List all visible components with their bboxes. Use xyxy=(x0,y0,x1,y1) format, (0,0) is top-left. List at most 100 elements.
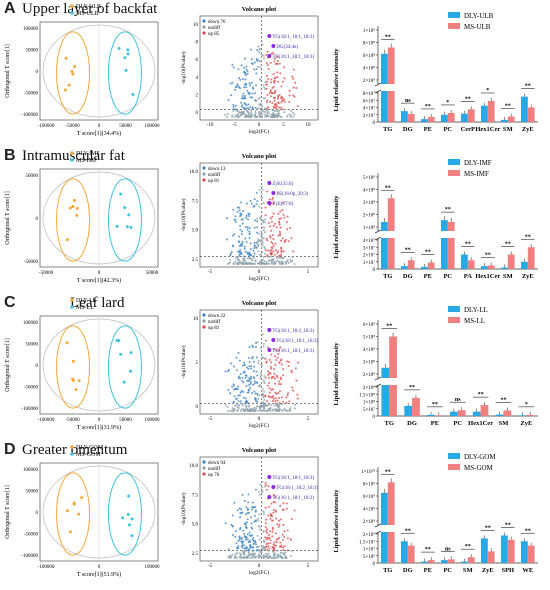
pca-point xyxy=(77,379,81,383)
volcano-point xyxy=(239,400,242,403)
volcano-point xyxy=(263,252,266,255)
bar-dly-ll xyxy=(495,414,504,416)
volcano-point xyxy=(260,501,263,504)
y-tick-label: 5×10⁸ xyxy=(363,175,375,181)
legend-label: DLY-GOM xyxy=(464,453,496,461)
volcano-point xyxy=(233,408,236,411)
volcano-point xyxy=(260,195,263,198)
volcano-point xyxy=(264,110,267,113)
volcano-point xyxy=(289,226,292,229)
highlight-point xyxy=(267,475,272,479)
volcano-point xyxy=(259,363,262,366)
volcano-point xyxy=(268,391,271,394)
volcano-point xyxy=(252,249,255,252)
y-tick-label: 2 xyxy=(196,93,199,98)
volcano-point xyxy=(286,228,289,231)
volcano-point xyxy=(254,541,257,544)
highlight-point xyxy=(267,34,272,38)
volcano-point xyxy=(278,380,281,383)
volcano-point xyxy=(250,111,253,114)
volcano-point xyxy=(243,556,246,559)
bar-ms-ulb xyxy=(527,107,535,122)
volcano-point xyxy=(265,53,268,56)
category-label: ZyE xyxy=(482,567,494,574)
y-tick-label: 0 xyxy=(36,70,39,75)
significance-label: ** xyxy=(405,528,411,534)
volcano-point xyxy=(252,255,255,258)
volcano-point xyxy=(247,548,250,551)
volcano-point xyxy=(234,535,237,538)
volcano-point xyxy=(248,251,251,254)
volcano-point xyxy=(265,101,268,104)
y-tick-label: -50000 xyxy=(24,386,39,391)
bar-dly-gom xyxy=(481,538,488,563)
volcano-point xyxy=(279,226,282,229)
volcano-point xyxy=(281,552,284,555)
highlight-label: TG(16:1_18:1_18:3) xyxy=(272,349,314,354)
pca-point xyxy=(65,341,69,345)
volcano-point xyxy=(270,241,273,244)
y-axis-label: Lipid relative intensity xyxy=(333,489,340,553)
volcano-point xyxy=(246,72,249,75)
volcano-point xyxy=(266,50,269,53)
volcano-point xyxy=(245,261,248,264)
volcano-point xyxy=(292,389,295,392)
volcano-point xyxy=(267,222,270,225)
volcano-point xyxy=(229,392,232,395)
volcano-point xyxy=(240,537,243,540)
volcano-point xyxy=(234,387,237,390)
volcano-point xyxy=(296,397,299,400)
volcano-point xyxy=(237,540,240,543)
volcano-point xyxy=(256,217,259,220)
volcano-point xyxy=(256,244,259,247)
volcano-point xyxy=(250,112,253,115)
panel-letter: A xyxy=(4,0,16,17)
y-tick-label: 8×10⁸ xyxy=(363,41,375,47)
bar-dly-imf xyxy=(521,261,528,269)
volcano-point xyxy=(258,60,261,63)
volcano-point xyxy=(265,529,268,532)
volcano-point xyxy=(243,551,246,554)
volcano-point xyxy=(248,232,251,235)
volcano-point xyxy=(241,222,244,225)
bar-ms-gom xyxy=(467,557,475,563)
volcano-point xyxy=(265,400,268,403)
axis-break xyxy=(374,89,382,94)
volcano-point xyxy=(268,255,271,258)
volcano-point xyxy=(250,367,253,370)
bar-dly-gom xyxy=(521,541,528,563)
volcano-point xyxy=(239,248,242,251)
volcano-point xyxy=(246,538,249,541)
volcano-point xyxy=(294,403,297,406)
volcano-point xyxy=(247,218,250,221)
volcano-point xyxy=(262,540,265,543)
bar-dly-gom xyxy=(461,561,468,563)
volcano-point xyxy=(267,106,270,109)
pca-point xyxy=(123,56,127,60)
volcano-point xyxy=(253,68,256,71)
volcano-point xyxy=(281,99,284,102)
volcano-point xyxy=(280,363,283,366)
volcano-point xyxy=(283,100,286,103)
panel-letter: B xyxy=(4,147,16,164)
pca-point xyxy=(125,225,129,229)
volcano-point xyxy=(286,215,289,218)
volcano-point xyxy=(261,394,264,397)
volcano-point xyxy=(270,78,273,81)
volcano-point xyxy=(267,373,270,376)
significance-label: ** xyxy=(500,397,506,403)
volcano-point xyxy=(231,63,234,66)
volcano-point xyxy=(285,502,288,505)
y-tick-label: 2×10⁸ xyxy=(363,385,375,391)
volcano-point xyxy=(250,258,253,261)
legend-marker xyxy=(70,298,74,302)
y-tick-label: 10.0 xyxy=(189,170,198,175)
significance-label: ** xyxy=(505,242,511,248)
volcano-point xyxy=(253,219,256,222)
y-tick-label: 5 xyxy=(196,361,199,366)
volcano-point xyxy=(240,233,243,236)
volcano-point xyxy=(262,356,265,359)
volcano-point xyxy=(231,407,234,410)
legend-label: up 81 xyxy=(208,179,220,184)
volcano-point xyxy=(233,365,236,368)
